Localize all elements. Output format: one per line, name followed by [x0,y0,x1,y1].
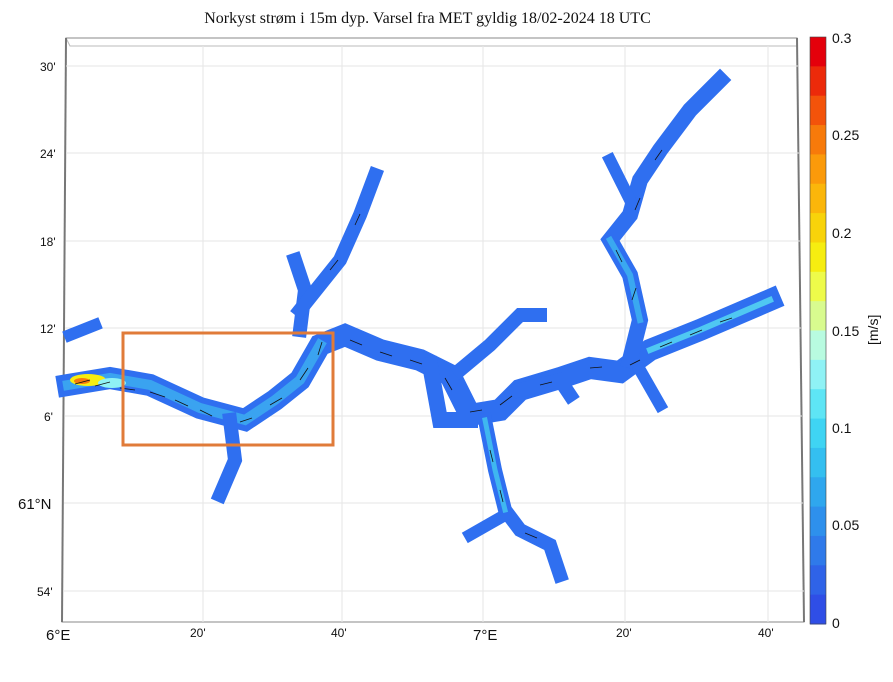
highlight-box [121,331,335,447]
colorbar-swatch [810,125,826,155]
colorbar-swatch [810,506,826,537]
colorbar-swatch [810,565,826,596]
lat-tick-24: 24' [40,147,56,161]
colorbar-tick-0.1: 0.1 [832,420,852,436]
colorbar-tick-0.25: 0.25 [832,127,859,143]
colorbar-swatch [810,594,826,625]
colorbar-swatch [810,37,826,67]
lon-tick-6E: 6°E [46,627,70,644]
lon-tick-20-east: 20' [616,626,632,640]
colorbar-tick-0.05: 0.05 [832,517,859,533]
colorbar-tick-0.3: 0.3 [832,30,852,46]
colorbar-swatch [810,389,826,420]
colorbar-swatch [810,301,826,331]
current-vectors [74,149,733,539]
colorbar-tick-0.2: 0.2 [832,225,852,241]
lat-tick-30: 30' [40,60,56,74]
colorbar-swatch [810,535,826,566]
colorbar-frame [809,36,827,625]
lat-tick-18: 18' [40,235,56,249]
colorbar-swatch [810,154,826,185]
colorbar-swatch [810,95,826,126]
lat-tick-6: 6' [44,410,53,424]
colorbar-swatch [810,359,826,390]
lat-tick-12: 12' [40,322,56,336]
colorbar-swatch [810,271,826,302]
colorbar-swatch [810,418,826,449]
map-title: Norkyst strøm i 15m dyp. Varsel fra MET … [204,10,651,27]
colorbar-swatch [810,242,826,273]
lat-tick-61N: 61°N [18,496,52,513]
colorbar-swatch [810,183,826,214]
colorbar-ticks: 0.3 0.25 0.2 0.15 0.1 0.05 0 [832,30,859,631]
colorbar [809,36,827,625]
colorbar-unit-label: [m/s] [865,315,881,345]
lon-tick-40-east: 40' [758,626,774,640]
colorbar-swatch [810,477,826,508]
colorbar-swatch [810,66,826,97]
colorbar-swatch [810,330,826,361]
colorbar-tick-0: 0 [832,615,840,631]
lon-tick-40: 40' [331,626,347,640]
colorbar-swatch [810,447,826,478]
lat-tick-54: 54' [37,585,53,599]
colorbar-swatch [810,213,826,243]
lon-tick-7E: 7°E [473,627,497,644]
colorbar-tick-0.15: 0.15 [832,323,859,339]
lon-tick-20: 20' [190,626,206,640]
